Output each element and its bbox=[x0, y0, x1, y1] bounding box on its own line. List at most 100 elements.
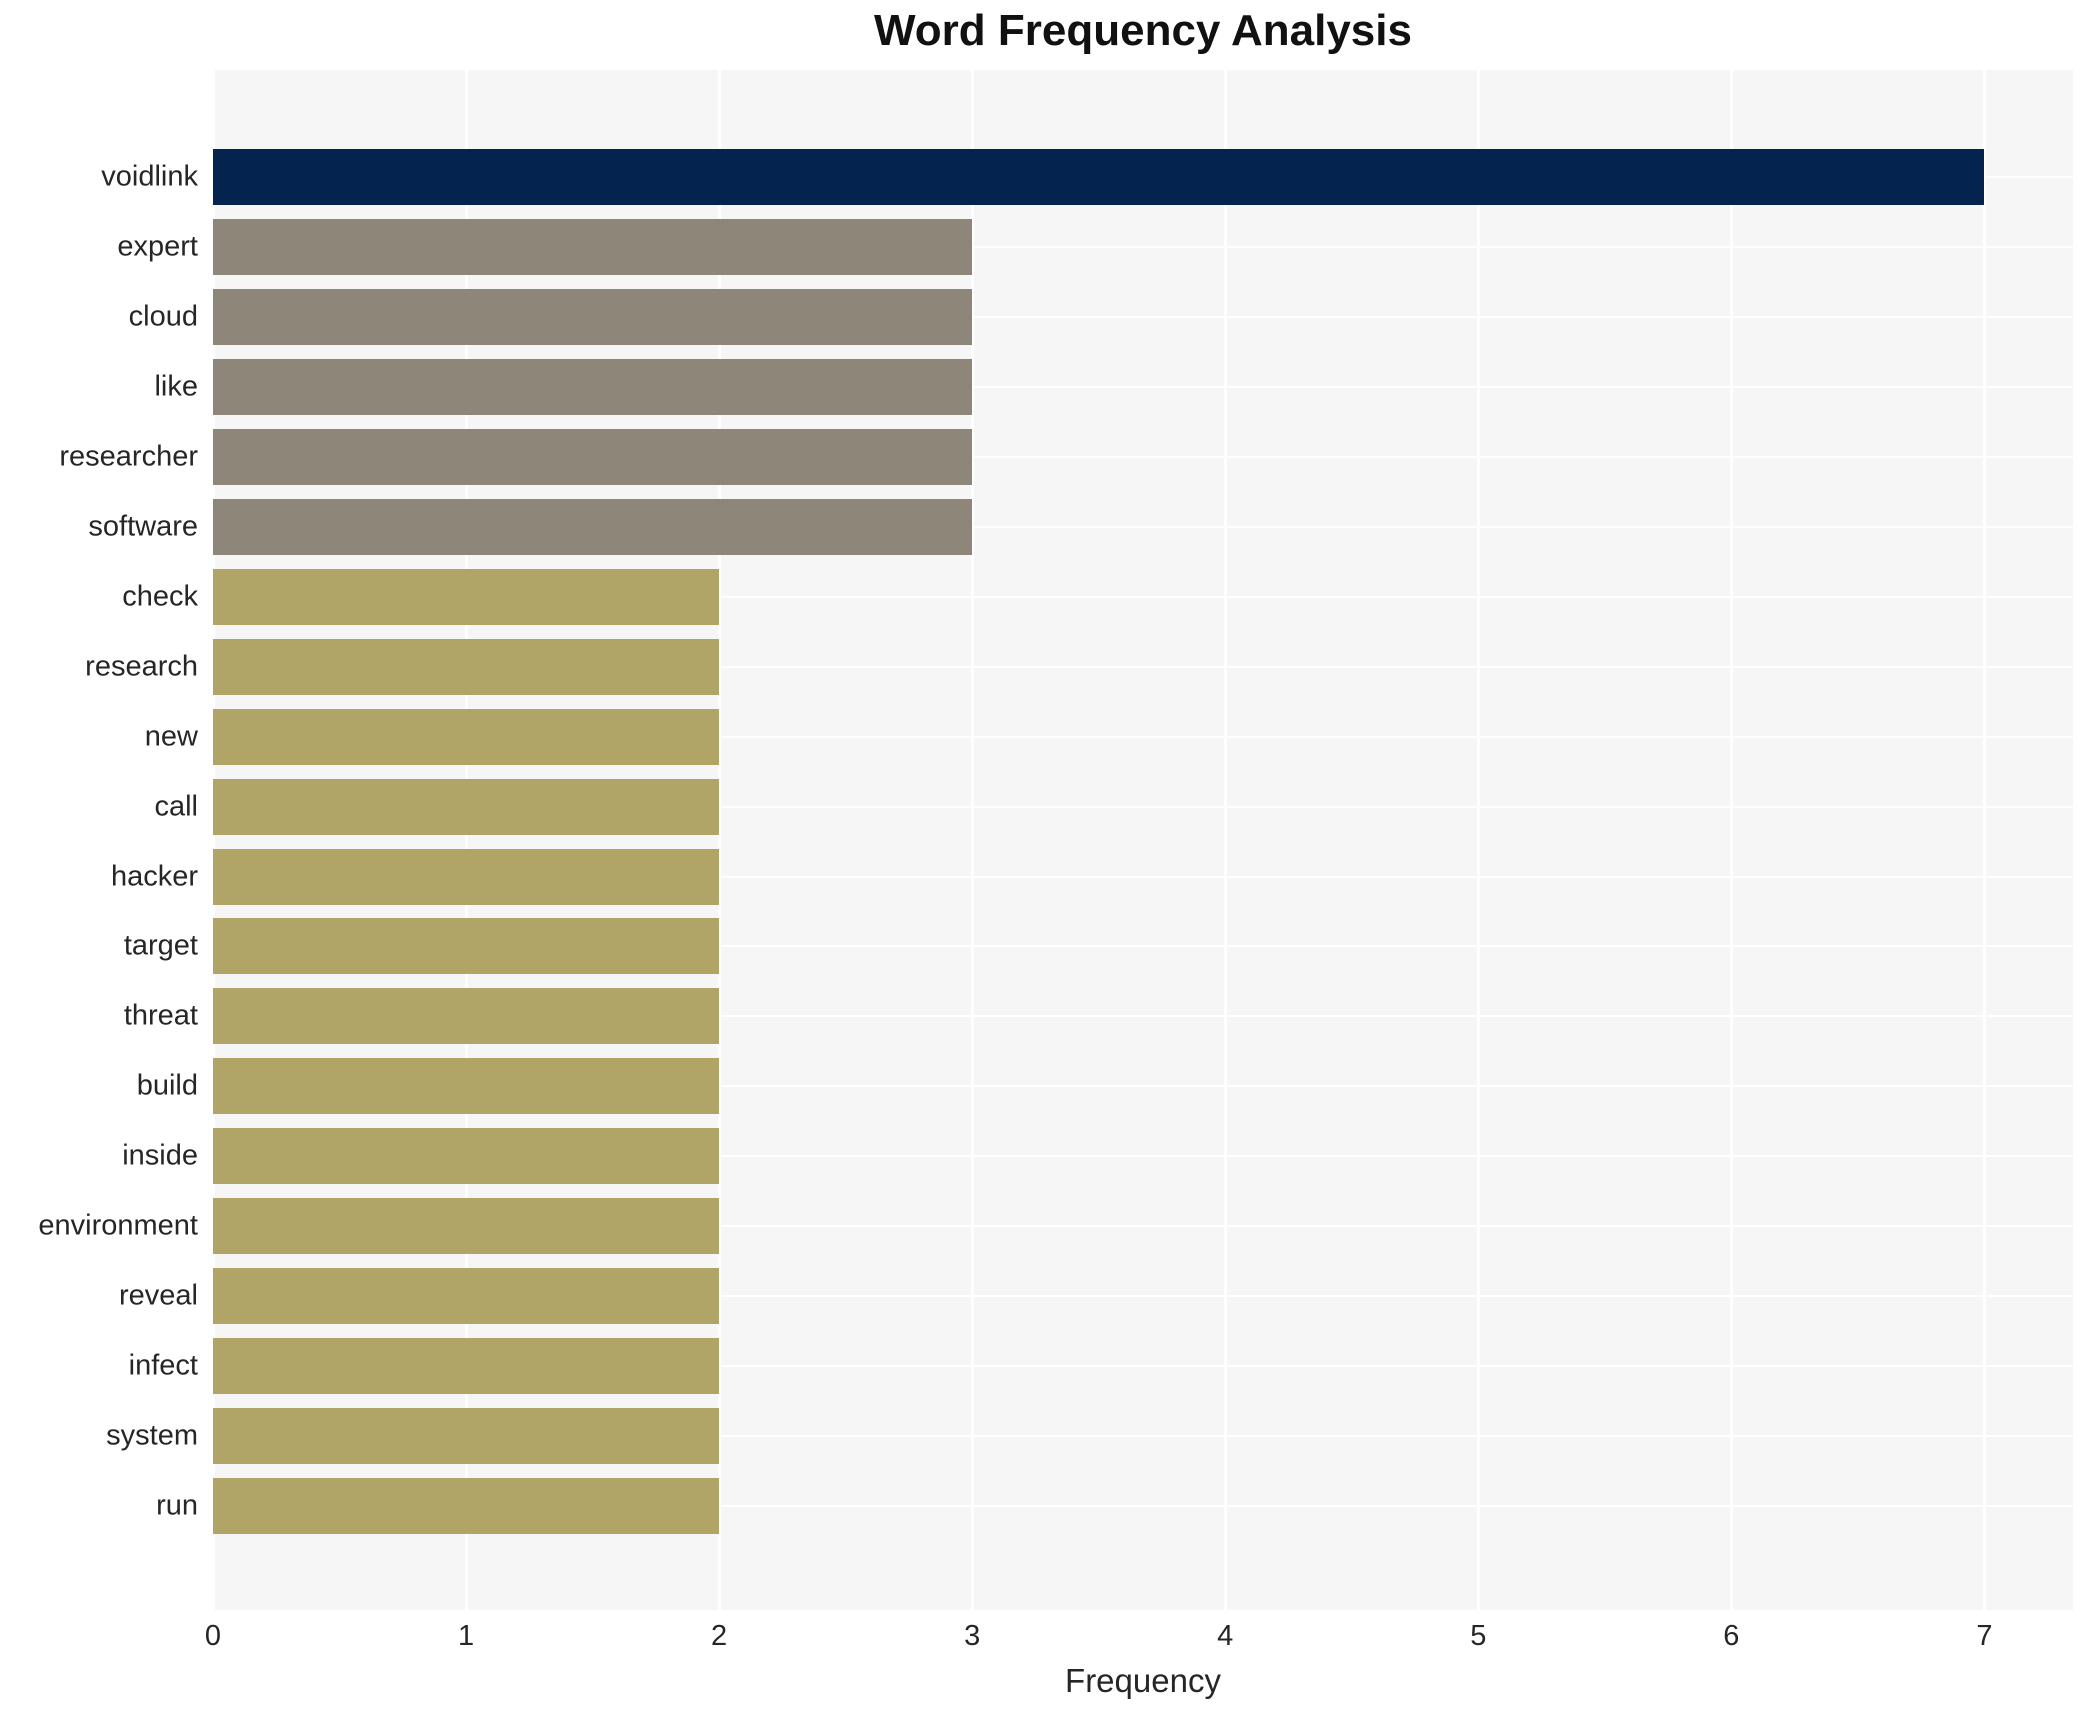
bar-inside bbox=[213, 1128, 720, 1185]
category-label-build: build bbox=[136, 1069, 198, 1102]
bar-row: new bbox=[145, 702, 2073, 772]
bar-infect bbox=[213, 1338, 720, 1395]
bar-row: target bbox=[124, 911, 2073, 981]
gridline-x-3 bbox=[971, 70, 975, 1610]
bar-row: check bbox=[122, 562, 2073, 632]
x-tick-0: 0 bbox=[204, 1620, 222, 1652]
gridline-y bbox=[213, 875, 2073, 878]
x-tick-7: 7 bbox=[1976, 1620, 1993, 1652]
bar-row: system bbox=[106, 1401, 2073, 1471]
gridline-y bbox=[213, 1365, 2073, 1368]
x-axis-ticks: 0 1 2 3 4 5 6 7 bbox=[205, 1620, 2073, 1660]
bar-row: like bbox=[154, 352, 2073, 422]
bar-like bbox=[213, 358, 973, 415]
bar-software bbox=[213, 498, 973, 555]
category-label-expert: expert bbox=[117, 230, 198, 263]
gridline-x-2 bbox=[718, 70, 722, 1610]
category-label-call: call bbox=[154, 790, 198, 823]
bar-row: run bbox=[156, 1471, 2073, 1541]
gridline-y bbox=[213, 805, 2073, 808]
category-label-reveal: reveal bbox=[119, 1279, 198, 1312]
gridline-y bbox=[213, 1155, 2073, 1158]
category-label-like: like bbox=[154, 370, 198, 403]
category-label-system: system bbox=[106, 1419, 198, 1452]
category-label-software: software bbox=[88, 510, 198, 543]
bar-row: hacker bbox=[111, 842, 2073, 912]
bar-run bbox=[213, 1478, 720, 1535]
plot-area: voidlink expert cloud like researcher softwar… bbox=[38, 70, 2073, 1610]
bar-row: build bbox=[137, 1051, 2073, 1121]
bar-system bbox=[213, 1408, 720, 1465]
gridline-y bbox=[213, 945, 2073, 948]
gridline-y bbox=[213, 525, 2073, 528]
gridline-y bbox=[213, 1295, 2073, 1298]
bar-row: cloud bbox=[129, 282, 2073, 352]
gridline-x-5 bbox=[1477, 70, 1481, 1610]
gridline-y bbox=[213, 315, 2073, 318]
x-tick-4: 4 bbox=[1217, 1620, 1234, 1652]
gridline-y bbox=[213, 595, 2073, 598]
gridline-y bbox=[213, 1435, 2073, 1438]
bar-target bbox=[213, 918, 720, 975]
gridline-y bbox=[213, 455, 2073, 458]
x-tick-6: 6 bbox=[1723, 1620, 1740, 1652]
category-label-new: new bbox=[144, 720, 198, 753]
category-label-cloud: cloud bbox=[128, 300, 198, 333]
category-label-run: run bbox=[156, 1489, 198, 1522]
bar-researcher bbox=[213, 428, 973, 485]
bar-voidlink bbox=[213, 148, 1985, 205]
bar-research bbox=[213, 638, 720, 695]
x-tick-5: 5 bbox=[1470, 1620, 1487, 1652]
bar-row: infect bbox=[129, 1331, 2073, 1401]
gridline-y bbox=[213, 245, 2073, 248]
gridline-x-6 bbox=[1730, 70, 1734, 1610]
bar-row: inside bbox=[122, 1121, 2073, 1191]
gridline-y bbox=[213, 1015, 2073, 1018]
gridline-y bbox=[213, 1085, 2073, 1088]
x-axis-label: Frequency bbox=[1065, 1662, 1221, 1699]
x-tick-3: 3 bbox=[964, 1620, 981, 1652]
bar-hacker bbox=[213, 848, 720, 905]
category-label-researcher: researcher bbox=[59, 440, 198, 473]
bar-row: threat bbox=[124, 981, 2073, 1051]
bar-row: software bbox=[88, 492, 2073, 562]
gridline-y bbox=[213, 385, 2073, 388]
gridline-y bbox=[213, 735, 2073, 738]
bar-rows: voidlink expert cloud like researcher softwar… bbox=[38, 70, 2073, 1610]
gridline-x-0 bbox=[212, 70, 215, 1610]
bar-row: reveal bbox=[119, 1261, 2073, 1331]
category-label-threat: threat bbox=[123, 999, 198, 1032]
category-label-check: check bbox=[122, 580, 198, 613]
category-label-hacker: hacker bbox=[110, 860, 198, 892]
category-label-target: target bbox=[123, 929, 198, 962]
bar-row: voidlink bbox=[101, 142, 2073, 212]
gridline-y bbox=[213, 1225, 2073, 1228]
bar-environment bbox=[213, 1198, 720, 1255]
chart-title: Word Frequency Analysis bbox=[874, 6, 1412, 55]
bar-threat bbox=[213, 988, 720, 1045]
category-label-inside: inside bbox=[122, 1139, 198, 1172]
bar-cloud bbox=[213, 288, 973, 345]
bar-build bbox=[213, 1058, 720, 1115]
category-label-infect: infect bbox=[128, 1349, 198, 1382]
category-label-voidlink: voidlink bbox=[101, 160, 198, 193]
bar-call bbox=[213, 778, 720, 835]
bar-check bbox=[213, 568, 720, 625]
gridline-y bbox=[213, 1505, 2073, 1508]
bar-row: environment bbox=[38, 1191, 2073, 1261]
bar-row: expert bbox=[117, 212, 2073, 282]
gridline-x-4 bbox=[1224, 70, 1228, 1610]
gridline-x-7 bbox=[1983, 70, 1987, 1610]
bar-row: researcher bbox=[59, 422, 2073, 492]
x-tick-1: 1 bbox=[457, 1620, 475, 1652]
x-tick-2: 2 bbox=[711, 1620, 728, 1652]
category-label-environment: environment bbox=[38, 1209, 198, 1242]
bar-expert bbox=[213, 218, 973, 275]
bar-row: call bbox=[154, 772, 2073, 842]
bar-new bbox=[213, 708, 720, 765]
bar-row: research bbox=[85, 632, 2073, 702]
gridline-x-1 bbox=[465, 70, 469, 1610]
category-label-research: research bbox=[85, 650, 198, 683]
gridline-y bbox=[213, 665, 2073, 668]
